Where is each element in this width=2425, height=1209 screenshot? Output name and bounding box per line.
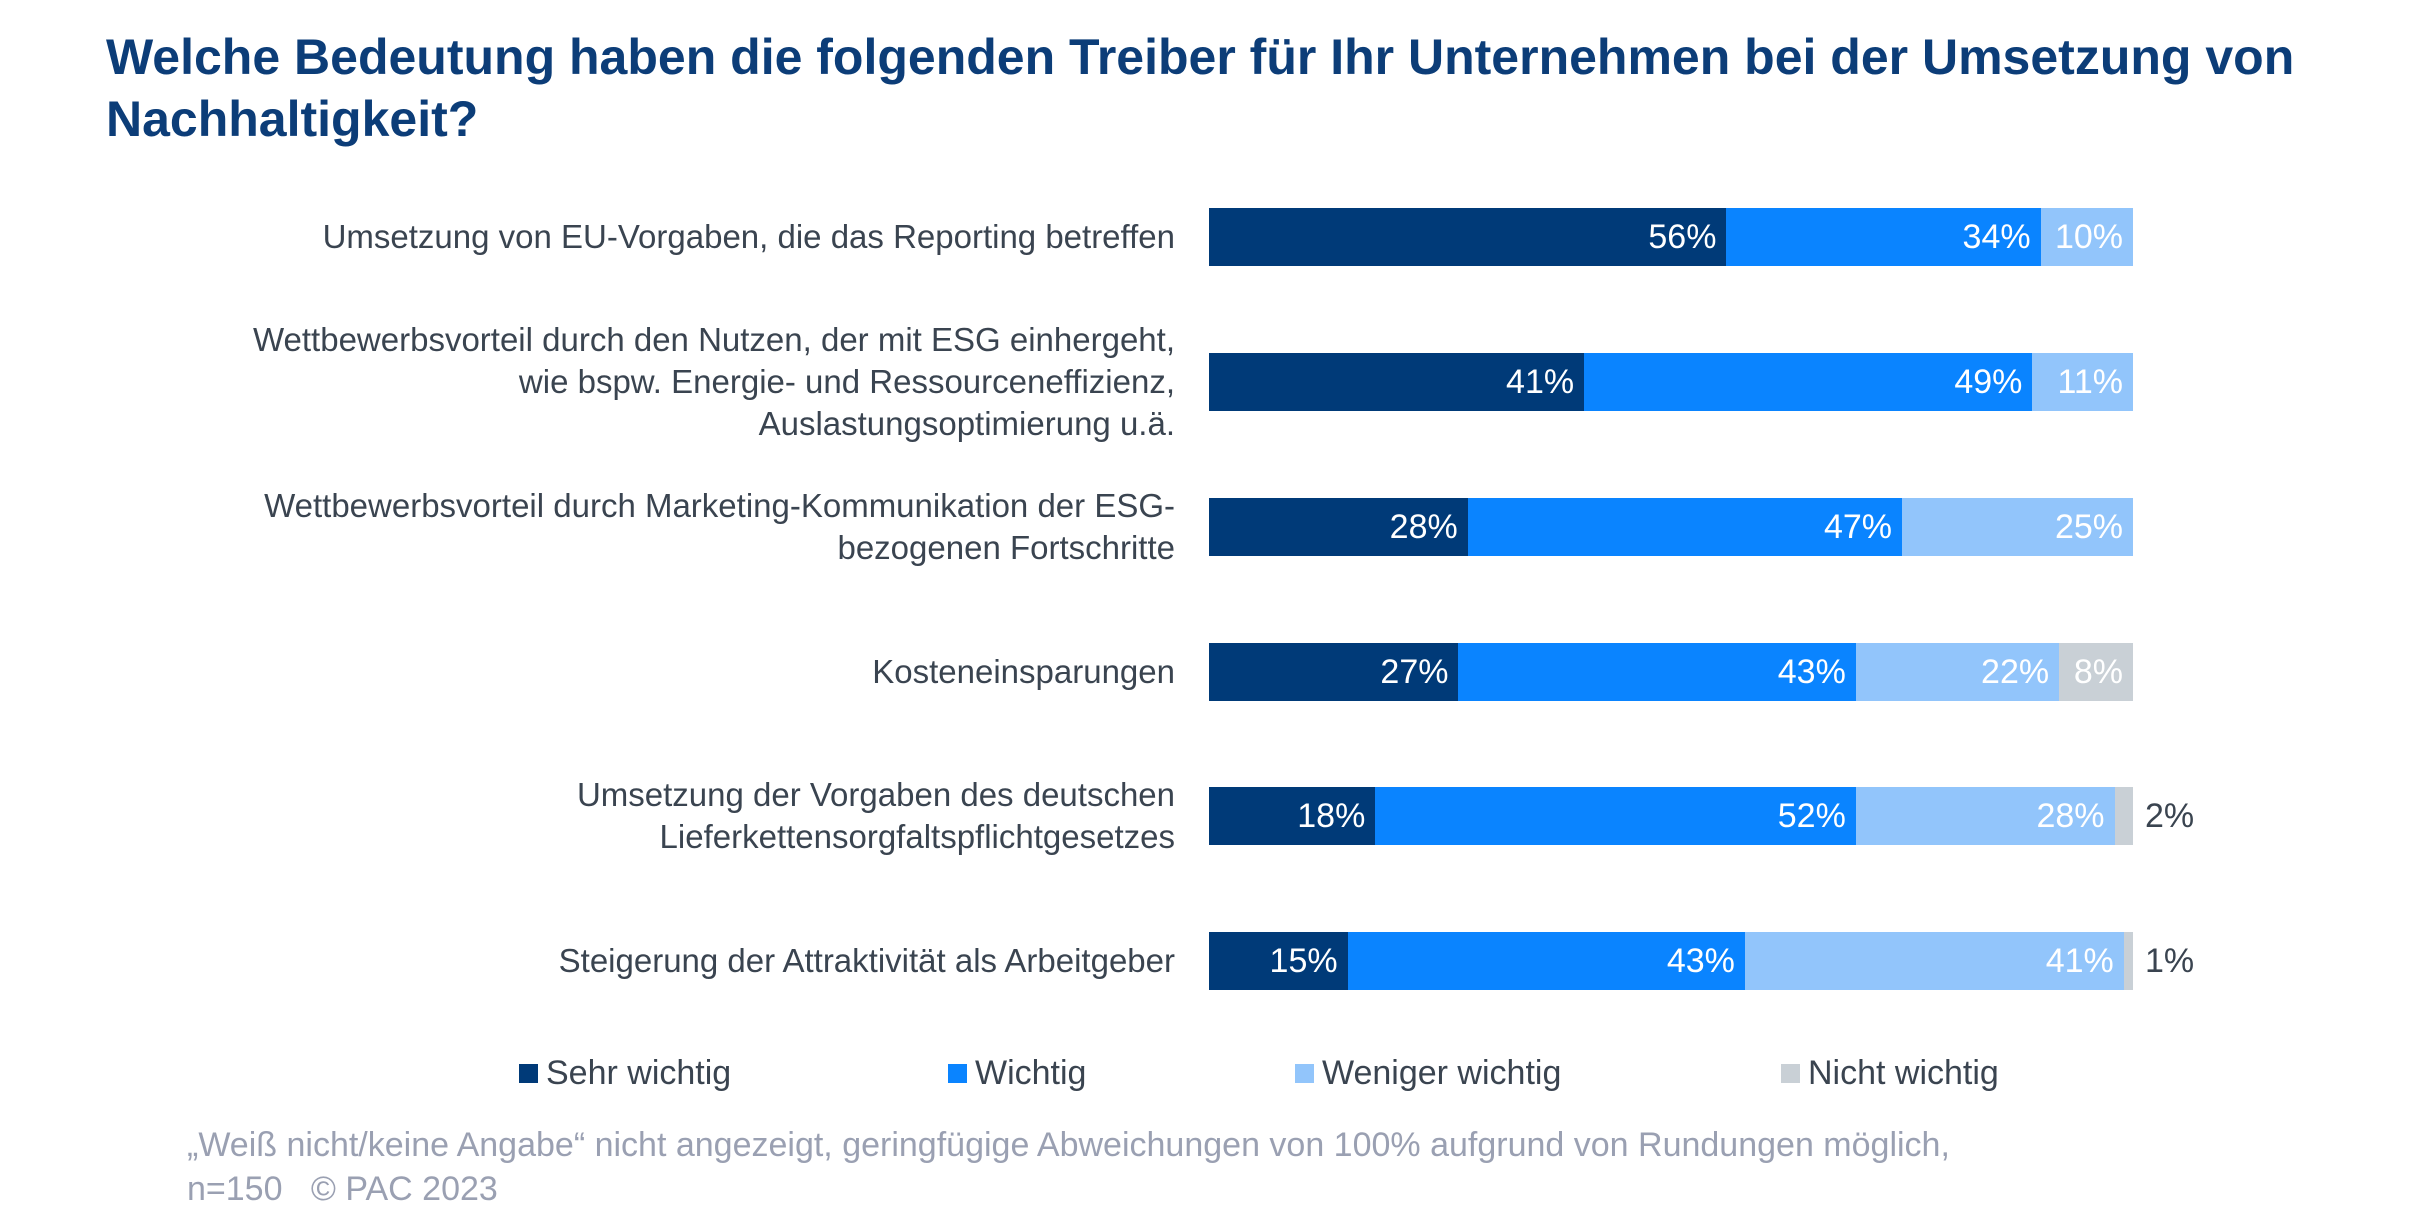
data-label: 28% [2036,797,2105,835]
data-label: 11% [2057,363,2123,401]
legend-label: Sehr wichtig [546,1054,732,1092]
bar-segment [1584,353,2033,411]
data-label: 43% [1666,942,1735,980]
data-label: 43% [1777,653,1846,691]
data-label: 18% [1297,797,1366,835]
data-label: 8% [2073,653,2123,691]
bar-segment [1726,208,2041,266]
bar-segment [1209,353,1585,411]
bar-segment [1209,787,1376,845]
bar-segment [1209,643,1459,701]
bar-segment [1467,498,1902,556]
legend-swatch [948,1064,967,1083]
bar-segment [1744,932,2124,990]
bar-segment [2032,353,2133,411]
data-label: 2% [2145,797,2195,835]
data-label: 10% [2054,218,2123,256]
legend-swatch [1781,1064,1800,1083]
category-label: Kosteneinsparungen [872,653,1175,690]
data-label: 28% [1389,508,1458,546]
data-label: 25% [2054,508,2123,546]
data-label: 49% [1954,363,2023,401]
chart-title: Welche Bedeutung haben die folgenden Tre… [106,29,2295,147]
legend-item: Nicht wichtig [1781,1054,1999,1093]
bar-segment [2059,643,2133,701]
bar-segment [2114,787,2133,845]
data-label: 41% [2045,942,2114,980]
footnote-line-2: n=150 © PAC 2023 [187,1170,498,1208]
category-label: Wettbewerbsvorteil durch Marketing-Kommu… [264,487,1175,566]
category-label: Steigerung der Attraktivität als Arbeitg… [558,942,1175,979]
legend-item: Weniger wichtig [1295,1054,1561,1093]
bar-segment [1458,643,1856,701]
data-label: 56% [1648,218,1717,256]
bar-segment [1902,498,2133,556]
legend-label: Weniger wichtig [1322,1054,1562,1092]
bar-segment [1347,932,1745,990]
data-label: 22% [1981,653,2050,691]
bar-segment [1209,932,1348,990]
bar-segment [1855,643,2060,701]
category-label: Wettbewerbsvorteil durch den Nutzen, der… [252,321,1175,442]
data-label: 15% [1269,942,1338,980]
bar-segment [1855,787,2115,845]
legend-label: Nicht wichtig [1808,1054,1999,1092]
data-label: 27% [1380,653,1449,691]
legend-item: Sehr wichtig [519,1054,731,1093]
legend-item: Wichtig [948,1054,1086,1093]
data-label: 34% [1962,218,2031,256]
data-label: 47% [1823,508,1892,546]
bar-segment [2040,208,2133,266]
data-label: 41% [1506,363,1575,401]
data-label: 1% [2145,942,2195,980]
legend-swatch [1295,1064,1314,1083]
legend-swatch [519,1064,538,1083]
category-label: Umsetzung der Vorgaben des deutschen Lie… [576,776,1175,855]
bar-segment [1209,498,1468,556]
footnote-line-1: „Weiß nicht/keine Angabe“ nicht angezeig… [187,1126,1950,1164]
category-label: Umsetzung von EU-Vorgaben, die das Repor… [322,218,1175,255]
legend-label: Wichtig [975,1054,1087,1092]
bar-segment [1209,208,1727,266]
bar-segment [2123,932,2133,990]
data-label: 52% [1777,797,1846,835]
bar-segment [1375,787,1856,845]
